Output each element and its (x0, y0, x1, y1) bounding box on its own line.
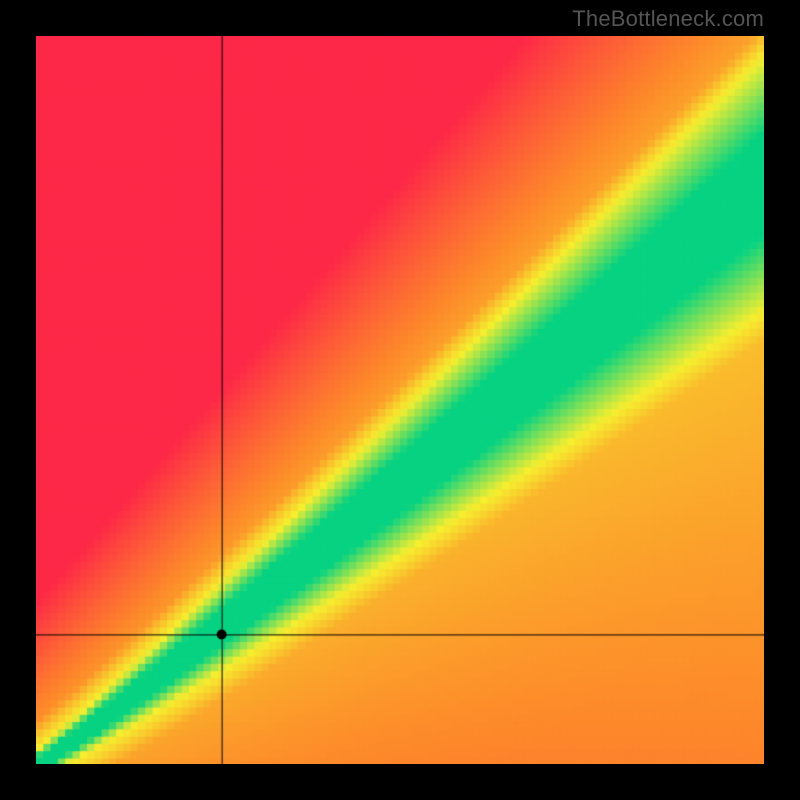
heatmap-canvas (36, 36, 764, 764)
watermark-text: TheBottleneck.com (572, 6, 764, 32)
bottleneck-heatmap (36, 36, 764, 764)
